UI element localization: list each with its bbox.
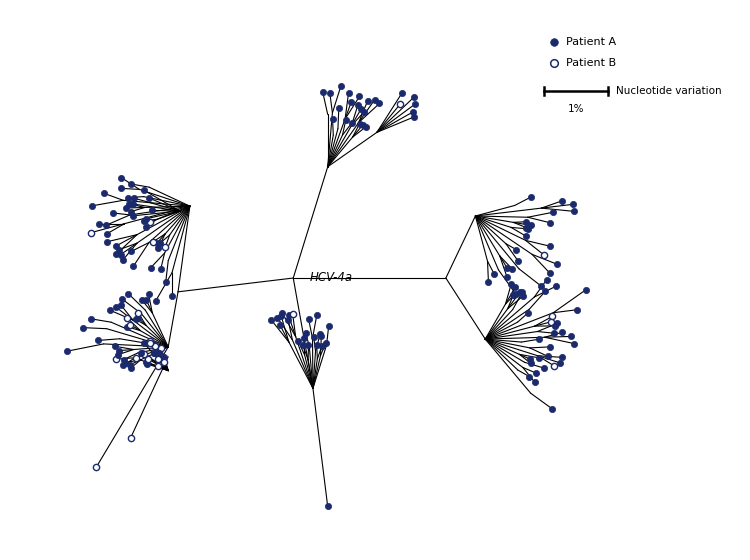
Text: HCV-4a: HCV-4a bbox=[309, 270, 352, 284]
Text: 1%: 1% bbox=[568, 104, 584, 114]
Text: Nucleotide variation: Nucleotide variation bbox=[616, 86, 722, 96]
Text: Patient A: Patient A bbox=[566, 37, 616, 46]
Text: Patient B: Patient B bbox=[566, 58, 616, 68]
